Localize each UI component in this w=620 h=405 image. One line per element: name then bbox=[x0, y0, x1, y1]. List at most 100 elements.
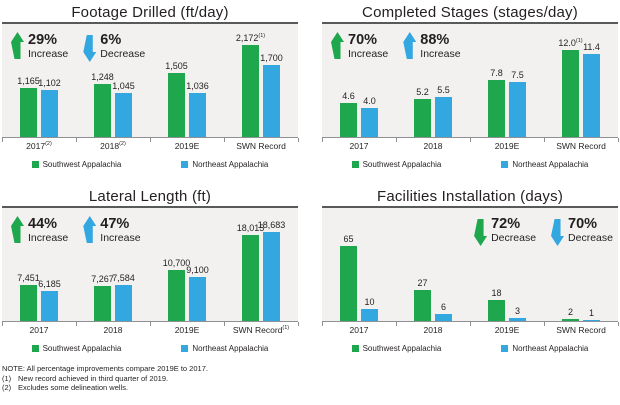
bar-value-label: 6,185 bbox=[38, 279, 61, 290]
indicator-percent: 47% bbox=[100, 216, 130, 232]
bar-blue bbox=[115, 284, 132, 321]
indicator-word: Increase bbox=[28, 48, 69, 60]
legend: Southwest Appalachia Northeast Appalachi… bbox=[2, 156, 298, 172]
legend-label-southwest: Southwest Appalachia bbox=[42, 343, 122, 353]
legend-swatch-northeast-icon bbox=[181, 160, 189, 168]
indicator-percent: 70% bbox=[568, 216, 598, 232]
indicator-word: Decrease bbox=[568, 232, 613, 244]
change-indicator: 70% Increase bbox=[331, 32, 388, 60]
legend-swatch-southwest-icon bbox=[31, 160, 39, 168]
x-axis-label: 2018 bbox=[423, 141, 443, 151]
bar-column: 7.8 bbox=[488, 24, 505, 137]
axis-tick bbox=[297, 138, 299, 142]
bar-value-label: 3 bbox=[514, 305, 520, 316]
bar-column: 5.5 bbox=[435, 24, 452, 137]
legend: Southwest Appalachia Northeast Appalachi… bbox=[2, 340, 298, 356]
legend-swatch-northeast-icon bbox=[181, 344, 189, 352]
bar-value-label: 7,584 bbox=[112, 272, 135, 283]
axis-tick bbox=[543, 322, 545, 326]
indicator-text: 44% Increase bbox=[28, 216, 68, 244]
plot-area: 29% Increase 6% Decrease 1,165 1,102 1,248 1,0… bbox=[2, 22, 298, 137]
bar-group: 1,248 1,045 bbox=[76, 24, 150, 137]
indicator-percent: 88% bbox=[420, 32, 450, 48]
chart-title: Footage Drilled (ft/day) bbox=[71, 4, 229, 21]
legend-item-southwest: Southwest Appalachia bbox=[351, 159, 442, 169]
indicator-text: 88% Increase bbox=[420, 32, 460, 60]
bar-value-label: 2,172(1) bbox=[235, 32, 266, 43]
axis-tick bbox=[321, 138, 323, 142]
indicator-word: Increase bbox=[28, 232, 69, 244]
legend: Southwest Appalachia Northeast Appalachi… bbox=[322, 340, 618, 356]
bar-value-label: 1,045 bbox=[112, 80, 135, 91]
bar-green bbox=[94, 83, 111, 137]
bar-value-label: 5.5 bbox=[437, 84, 450, 95]
bar-blue bbox=[361, 107, 378, 137]
bar-column: 18 bbox=[488, 208, 505, 321]
bars: 4.6 4.0 5.2 5.5 7.8 7.5 12.0(1) 11.4 bbox=[322, 24, 618, 137]
footnote-2-text: Excludes some delineation wells. bbox=[18, 383, 129, 392]
bar-green bbox=[562, 49, 579, 137]
bar-column: 65 bbox=[340, 208, 357, 321]
bar-column: 10 bbox=[361, 208, 378, 321]
bar-column: 7,267 bbox=[91, 208, 114, 321]
legend-swatch-southwest-icon bbox=[351, 344, 359, 352]
x-axis-label: SWN Record(1) bbox=[232, 325, 290, 335]
bar-column: 5.2 bbox=[414, 24, 431, 137]
legend-item-southwest: Southwest Appalachia bbox=[31, 160, 121, 169]
axis-tick bbox=[469, 138, 471, 142]
bar-value-label: 18 bbox=[491, 288, 502, 299]
x-axis: 2017 2018 2019E SWN Record(1) bbox=[1, 321, 299, 339]
bar-value-label: 4.0 bbox=[363, 95, 376, 106]
footnote-2-number: (2) bbox=[2, 383, 12, 392]
bar-blue bbox=[435, 96, 452, 137]
bar-column: 9,100 bbox=[186, 208, 209, 321]
change-indicator: 29% Increase bbox=[11, 32, 68, 62]
axis-tick bbox=[395, 322, 397, 326]
indicator-word: Decrease bbox=[100, 48, 146, 60]
x-axis-label: SWN Record bbox=[236, 141, 286, 151]
bar-column: 1,036 bbox=[186, 24, 209, 137]
bar-column: 2 bbox=[562, 208, 579, 321]
bar-green bbox=[414, 289, 431, 321]
legend-item-southwest: Southwest Appalachia bbox=[351, 344, 441, 353]
bar-value-label: 12.0(1) bbox=[558, 37, 583, 48]
chart-footage-drilled: Footage Drilled (ft/day) 29% Increase 6% De… bbox=[1, 3, 299, 172]
bar-value-label: 1,036 bbox=[186, 81, 209, 91]
bar-group: 7,267 7,584 bbox=[76, 208, 150, 321]
chart-lateral-length: Lateral Length (ft) 44% Increase 47% Increa… bbox=[1, 187, 299, 356]
bar-value-label: 1,505 bbox=[165, 61, 188, 72]
x-axis-label: 2018 bbox=[423, 325, 443, 335]
legend-item-northeast: Northeast Appalachia bbox=[501, 160, 588, 169]
x-axis-label: 2019E bbox=[174, 325, 200, 335]
bars: 1,165 1,102 1,248 1,045 1,505 1,036 2,172(1) 1,… bbox=[2, 24, 298, 137]
bar-green bbox=[340, 246, 357, 321]
indicator-text: 47% Increase bbox=[100, 216, 140, 244]
bar-value-label: 9,100 bbox=[186, 265, 209, 276]
x-axis: 2017(2) 2018(2) 2019E SWN Record bbox=[1, 137, 299, 155]
change-indicators: 70% Increase 88% Increase bbox=[331, 32, 461, 60]
bar-column: 1,045 bbox=[112, 24, 135, 137]
axis-tick bbox=[149, 322, 151, 326]
bar-blue bbox=[509, 317, 526, 321]
change-indicators: 29% Increase 6% Decrease bbox=[11, 32, 145, 62]
bar-column: 11.4 bbox=[583, 24, 600, 137]
arrow-up-icon bbox=[83, 216, 97, 243]
bar-value-label: 5.2 bbox=[416, 87, 429, 98]
legend-swatch-southwest-icon bbox=[31, 344, 39, 352]
change-indicator: 88% Increase bbox=[403, 32, 461, 60]
indicator-percent: 72% bbox=[491, 216, 521, 232]
bar-blue bbox=[583, 319, 600, 321]
bar-column: 4.6 bbox=[340, 24, 357, 137]
bar-column: 1,102 bbox=[38, 24, 61, 137]
bar-blue bbox=[509, 82, 526, 137]
change-indicator: 6% Decrease bbox=[83, 32, 145, 62]
bar-blue bbox=[41, 291, 58, 321]
legend-label-southwest: Southwest Appalachia bbox=[362, 159, 442, 169]
bar-green bbox=[488, 80, 505, 137]
arrow-down-icon bbox=[83, 35, 97, 62]
bar-column: 4.0 bbox=[361, 24, 378, 137]
footnote-1: (1) New record achieved in third quarter… bbox=[2, 374, 620, 384]
indicator-word: Increase bbox=[420, 48, 461, 60]
indicator-text: 29% Increase bbox=[28, 32, 68, 60]
